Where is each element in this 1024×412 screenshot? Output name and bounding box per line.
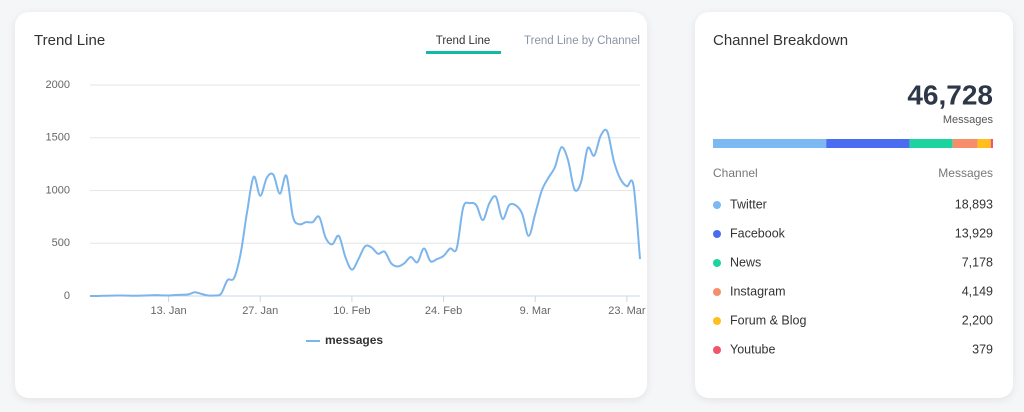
total-caption: Messages [943, 114, 994, 126]
total: 46,728 [907, 79, 993, 110]
y-tick-label: 0 [64, 290, 70, 302]
x-tick-label: 24. Feb [425, 305, 462, 317]
channel-name: Facebook [730, 226, 786, 240]
column-header: Channel [713, 166, 758, 180]
tab-underline [426, 51, 501, 54]
y-tick-label: 2000 [46, 79, 70, 91]
x-tick-label: 10. Feb [333, 305, 370, 317]
tab[interactable]: Trend Line by Channel [524, 35, 640, 47]
tab-active[interactable]: Trend Line [436, 35, 491, 47]
bar-segment [909, 139, 953, 148]
bar-segment [990, 139, 993, 148]
legend-label: messages [325, 333, 383, 347]
breakdown-card [695, 12, 1013, 398]
card-title: Channel Breakdown [713, 32, 848, 49]
channel-name: Instagram [730, 284, 786, 298]
legend-dot [713, 201, 721, 209]
y-tick-label: 1500 [46, 132, 70, 144]
bar-segment [826, 139, 910, 148]
channel-name: Forum & Blog [730, 313, 806, 327]
channel-value: 13,929 [955, 226, 993, 240]
series-line [89, 128, 641, 298]
column-header: Messages [938, 166, 993, 180]
channel-value: 18,893 [955, 197, 993, 211]
legend-dot [713, 346, 721, 354]
legend-dot [713, 230, 721, 238]
bar-segment [952, 139, 978, 148]
legend-dot [713, 317, 721, 325]
y-tick-label: 1000 [46, 184, 70, 196]
channel-value: 379 [972, 342, 993, 356]
channel-value: 7,178 [962, 255, 993, 269]
channel-name: News [730, 255, 761, 269]
x-tick-label: 9. Mar [520, 305, 552, 317]
channel-name: Twitter [730, 197, 767, 211]
bar-segment [713, 139, 827, 148]
bar-segment [977, 139, 991, 148]
y-tick-label: 500 [52, 237, 70, 249]
legend-dot [713, 288, 721, 296]
trend-card [15, 12, 647, 398]
x-tick-label: 23. Mar [608, 305, 646, 317]
x-tick-label: 27. Jan [242, 305, 278, 317]
x-tick-label: 13. Jan [151, 305, 187, 317]
channel-name: Youtube [730, 342, 775, 356]
channel-value: 2,200 [962, 313, 993, 327]
legend-dot [713, 259, 721, 267]
channel-value: 4,149 [962, 284, 993, 298]
card-title: Trend Line [34, 32, 105, 49]
